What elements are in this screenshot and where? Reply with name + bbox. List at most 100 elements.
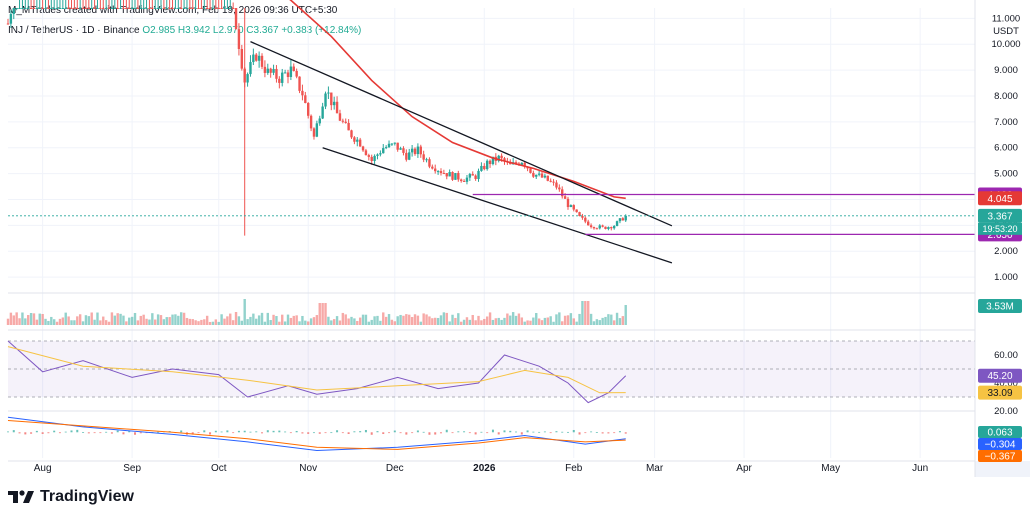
volume-bar: [517, 313, 521, 325]
candle-body: [454, 173, 457, 180]
volume-bar: [27, 315, 30, 325]
macd-histogram-bar: [359, 431, 362, 433]
volume-bar: [610, 314, 613, 325]
macd-histogram-bar: [428, 432, 431, 435]
candle-body: [47, 8, 50, 9]
candle-body: [174, 8, 177, 9]
candle-body: [422, 154, 425, 160]
y-tick-label: 8.000: [994, 91, 1018, 102]
candle-body: [332, 101, 336, 106]
macd-histogram-bar: [590, 431, 593, 433]
volume-bar: [598, 320, 601, 325]
candle-body: [240, 48, 244, 69]
macd-label-text: 0.063: [987, 428, 1012, 439]
candle-body: [338, 113, 342, 121]
volume-bar: [275, 316, 278, 325]
volume-bar: [413, 314, 417, 325]
volume-bar: [35, 319, 39, 325]
candle-body: [159, 8, 163, 9]
candle-body: [15, 8, 18, 9]
price-label-text: 3.367: [987, 211, 1012, 222]
candle-body: [12, 8, 15, 14]
volume-bar: [182, 312, 186, 325]
candle-body: [113, 8, 117, 9]
candle-body: [474, 175, 477, 179]
volume-bar: [540, 320, 544, 325]
volume-bar: [110, 312, 114, 325]
volume-bar: [448, 321, 451, 325]
volume-bar: [52, 319, 56, 325]
volume-bar: [99, 320, 102, 325]
volume-bar: [128, 317, 131, 325]
macd-histogram-bar: [191, 432, 194, 435]
volume-bar: [321, 303, 324, 325]
candle-body: [298, 76, 301, 91]
volume-bar: [393, 321, 396, 325]
candle-body: [442, 173, 446, 175]
volume-bar: [67, 316, 70, 325]
macd-histogram-bar: [595, 432, 598, 433]
candle-body: [500, 155, 503, 159]
volume-bar: [569, 313, 573, 325]
volume-bar: [356, 320, 359, 325]
candle-body: [84, 8, 88, 9]
candle-body: [107, 8, 111, 9]
volume-bar: [523, 321, 526, 325]
candle-body: [327, 92, 330, 94]
candle-body: [592, 227, 596, 229]
candle-body: [128, 8, 131, 9]
candle-body: [142, 8, 145, 9]
volume-bar: [217, 321, 220, 325]
candle-body: [558, 187, 561, 190]
volume-bar: [341, 312, 345, 325]
candle-body: [64, 8, 67, 9]
volume-bar: [402, 315, 405, 325]
volume-bar: [367, 321, 371, 325]
candle-body: [341, 120, 345, 122]
volume-bar: [595, 319, 599, 325]
volume-bar: [200, 319, 203, 325]
volume-bar: [318, 303, 321, 325]
candle-body: [122, 8, 125, 9]
volume-bar: [563, 315, 567, 325]
volume-bar: [38, 313, 41, 325]
macd-histogram-bar: [399, 432, 402, 434]
volume-bar: [304, 320, 307, 325]
volume-bar: [76, 316, 79, 325]
volume-label-box: [978, 299, 1022, 313]
candle-body: [402, 148, 405, 153]
candle-body: [382, 148, 385, 154]
channel-trendline: [250, 41, 673, 227]
candle-body: [102, 8, 105, 9]
volume-bar: [78, 314, 82, 325]
candle-body: [514, 162, 518, 164]
macd-histogram-bar: [312, 432, 315, 434]
candle-body: [278, 78, 281, 83]
macd-histogram-bar: [307, 432, 310, 434]
candle-body: [211, 8, 215, 9]
tradingview-logo[interactable]: TradingView: [8, 488, 134, 506]
volume-bar: [154, 319, 157, 325]
candle-body: [286, 72, 290, 77]
volume-bar: [255, 318, 258, 325]
candle-body: [151, 8, 154, 9]
macd-histogram-bar: [497, 432, 500, 435]
macd-histogram-bar: [70, 430, 73, 433]
candle-body: [203, 8, 206, 9]
candle-body: [425, 159, 428, 161]
candle-body: [81, 8, 85, 9]
candle-body: [610, 227, 613, 229]
volume-bar: [93, 319, 96, 325]
candle-body: [73, 8, 76, 9]
macd-histogram-bar: [353, 431, 356, 433]
volume-bar: [136, 320, 140, 325]
volume-bar: [546, 317, 549, 325]
candle-body: [119, 8, 122, 9]
macd-histogram-bar: [278, 430, 281, 433]
candle-body: [263, 66, 267, 73]
candle-body: [555, 182, 558, 188]
candle-body: [214, 8, 218, 9]
candle-body: [223, 8, 226, 9]
